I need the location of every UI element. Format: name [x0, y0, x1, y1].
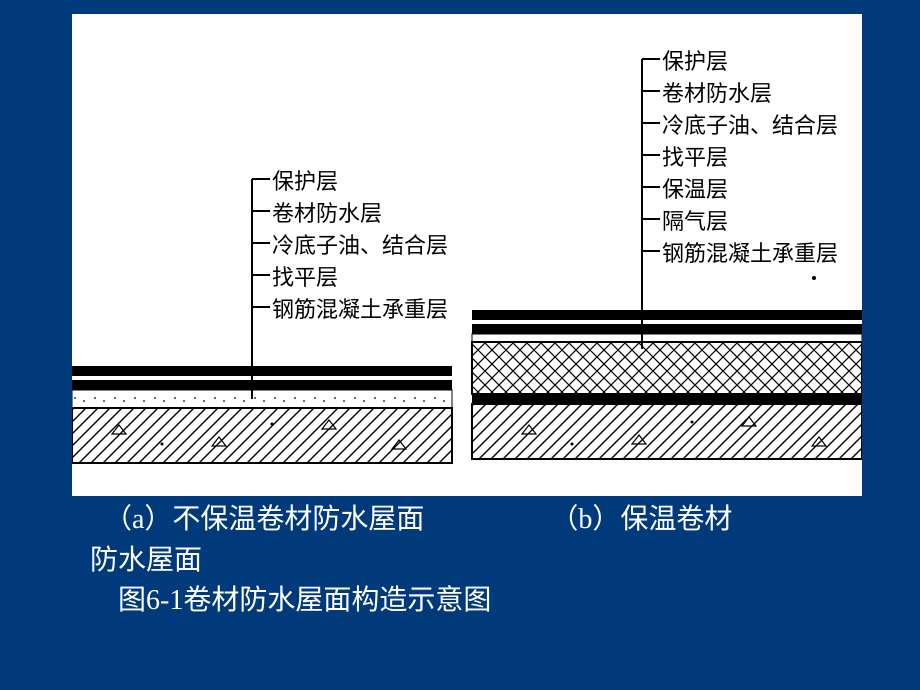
b-label-4: 找平层 [662, 140, 728, 172]
b-label-2: 卷材防水层 [662, 76, 772, 108]
b-primer-band [472, 324, 862, 334]
b-label-7: 钢筋混凝土承重层 [662, 236, 838, 268]
b-insulation-layer [472, 342, 862, 394]
caption-line-2: 防水屋面 [90, 541, 850, 582]
figure-box: 保护层 卷材防水层 冷底子油、结合层 找平层 钢筋混凝土承重层 保护层 卷材防水… [72, 14, 862, 496]
a-label-3: 冷底子油、结合层 [272, 228, 448, 260]
b-rc-slab [472, 404, 862, 459]
a-layer-labels: 保护层 卷材防水层 冷底子油、结合层 找平层 钢筋混凝土承重层 [272, 164, 448, 324]
artifact-dot [812, 276, 816, 280]
b-vapor-barrier [472, 394, 862, 404]
b-screed-layer [472, 334, 862, 342]
a-screed-layer [72, 390, 452, 408]
caption-line-1: （a）不保温卷材防水屋面 （b）保温卷材 [90, 500, 850, 541]
a-label-5: 钢筋混凝土承重层 [272, 292, 448, 324]
a-protective-layer [72, 366, 452, 376]
b-label-5: 保温层 [662, 172, 728, 204]
b-membrane-gap [472, 320, 862, 324]
a-label-2: 卷材防水层 [272, 196, 382, 228]
a-label-4: 找平层 [272, 260, 338, 292]
caption-line-3: 图6-1卷材防水屋面构造示意图 [90, 581, 850, 622]
b-protective-layer [472, 310, 862, 320]
b-label-3: 冷底子油、结合层 [662, 108, 838, 140]
a-primer-band [72, 380, 452, 390]
figure-captions: （a）不保温卷材防水屋面 （b）保温卷材 防水屋面 图6-1卷材防水屋面构造示意… [90, 500, 850, 622]
b-label-6: 隔气层 [662, 204, 728, 236]
b-layer-labels: 保护层 卷材防水层 冷底子油、结合层 找平层 保温层 隔气层 钢筋混凝土承重层 [662, 44, 838, 268]
a-rc-slab [72, 408, 452, 463]
a-label-1: 保护层 [272, 164, 338, 196]
a-membrane-gap [72, 376, 452, 380]
b-label-1: 保护层 [662, 44, 728, 76]
